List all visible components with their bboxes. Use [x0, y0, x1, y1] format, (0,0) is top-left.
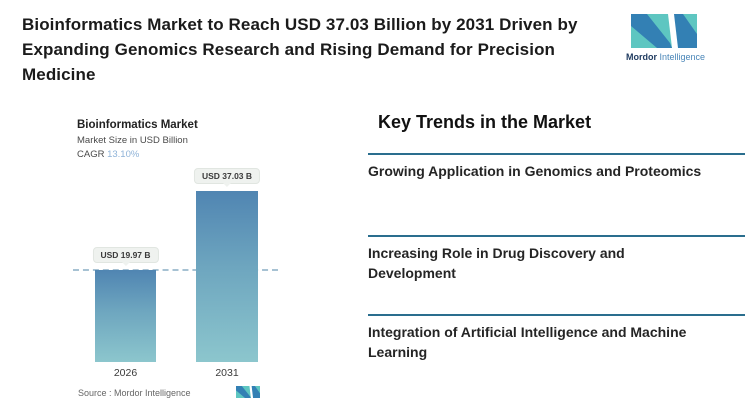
mordor-mini-logo-icon: [236, 385, 260, 403]
cagr-label: CAGR: [77, 149, 108, 160]
trend-item-ai-ml: Integration of Artificial Intelligence a…: [368, 314, 745, 362]
source-attribution: Source : Mordor Intelligence: [78, 388, 191, 398]
brand-name-secondary: Intelligence: [657, 52, 706, 62]
bar-value-label-2026: USD 19.97 B: [92, 247, 159, 266]
trend-item-drug-discovery: Increasing Role in Drug Discovery and De…: [368, 235, 745, 283]
bar-2031: [196, 191, 258, 362]
chart-title: Bioinformatics Market: [77, 119, 198, 131]
mordor-intelligence-logo: Mordor Intelligence: [626, 14, 706, 62]
page-title: Bioinformatics Market to Reach USD 37.03…: [22, 15, 578, 84]
axis-label-2026: 2026: [113, 367, 138, 379]
bar-chart: USD 19.97 B 2026 USD 37.03 B 2031: [73, 165, 278, 379]
chart-cagr: CAGR 13.10%: [77, 149, 198, 160]
cagr-value: 13.10%: [107, 149, 140, 160]
axis-label-2031: 2031: [215, 367, 239, 379]
brand-name-primary: Mordor: [626, 52, 657, 62]
trends-heading: Key Trends in the Market: [378, 112, 592, 132]
brand-wordmark: Mordor Intelligence: [626, 52, 706, 62]
trend-item-genomics-proteomics: Growing Application in Genomics and Prot…: [368, 153, 745, 181]
chart-subtitle: Market Size in USD Billion: [77, 135, 188, 146]
reference-dashed-line: [73, 269, 278, 271]
bar-2026: [95, 270, 156, 362]
chart-header: Bioinformatics Market Market Size in USD…: [77, 119, 198, 160]
mordor-m-mark-icon: [631, 14, 697, 48]
bar-value-label-2031: USD 37.03 B: [193, 168, 261, 187]
